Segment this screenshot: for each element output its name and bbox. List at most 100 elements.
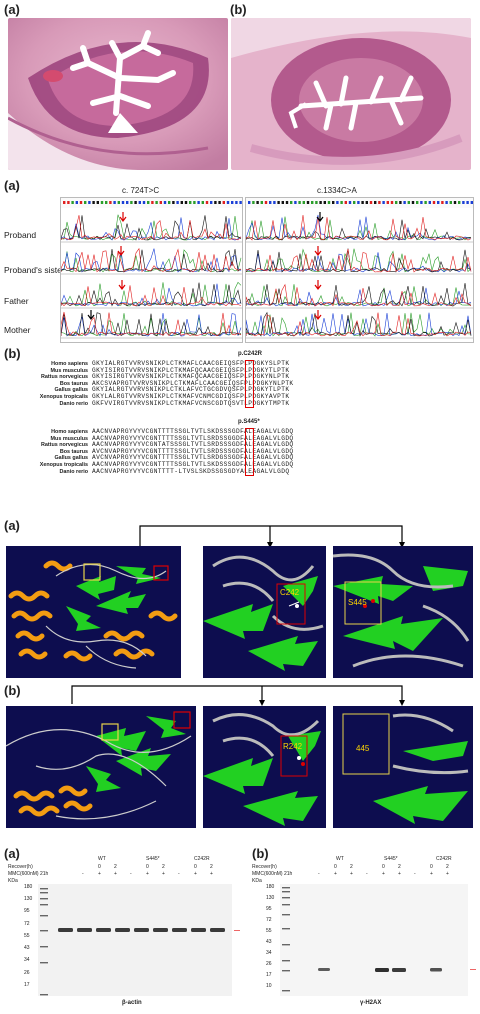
- protein-band: [318, 968, 330, 971]
- lane-recover-value: 2: [210, 864, 213, 870]
- fig1-label-b: (b): [230, 2, 247, 17]
- blot-a-caption: β-actin: [122, 1000, 142, 1006]
- marker-kda-label: 10: [266, 983, 272, 989]
- lane-mmc-value: -: [318, 871, 320, 877]
- blot-b-group-c242r: C242R: [436, 856, 452, 862]
- site-label-c242: C242: [280, 588, 300, 597]
- s445-highlight-box: [245, 428, 254, 476]
- ladder-band: [282, 970, 290, 972]
- row-label-proband: Proband: [4, 230, 37, 240]
- protein-band: [115, 928, 130, 932]
- lane-mmc-value: +: [334, 871, 337, 877]
- ladder-band: [40, 888, 48, 890]
- lane-recover-value: 2: [398, 864, 401, 870]
- protein-band: [172, 928, 187, 932]
- marker-kda-label: 43: [24, 945, 30, 952]
- blot-b-group-wt: WT: [336, 856, 344, 862]
- protein-zoom-r242: R242: [203, 706, 326, 828]
- alignment-sequence: AVCNVAPRGYVYVCGNTTTTSSGLTVTLSRDSSSGDFALE…: [92, 447, 294, 455]
- species-label: Bos taurus: [59, 448, 88, 455]
- alignment-sequence: GKYISIRGTVVRVSNIKPLCTKMAFQCAACGEIQSFPLPD…: [92, 366, 290, 374]
- lane-mmc-value: -: [130, 871, 132, 877]
- row-label-sister: Proband's sister: [4, 265, 65, 275]
- species-label: Danio rerio: [59, 468, 88, 475]
- ladder-band: [282, 944, 290, 946]
- blot-b-group-s445: S445*: [384, 856, 398, 862]
- blot-b-membrane: [280, 884, 468, 996]
- species-label: Mus musculus: [50, 435, 88, 442]
- marker-kda-label: 72: [266, 917, 272, 923]
- blot-a-recover-label: Recover(h): [8, 864, 33, 870]
- blot-a-group-c242r: C242R: [194, 856, 210, 862]
- protein-band: [392, 968, 406, 972]
- fig4-label-b: (b): [252, 846, 269, 861]
- lane-recover-value: 2: [114, 864, 117, 870]
- lane-mmc-value: +: [350, 871, 353, 877]
- ladder-band: [40, 962, 48, 964]
- lane-mmc-value: -: [178, 871, 180, 877]
- lane-mmc-value: +: [162, 871, 165, 877]
- marker-kda-label: 130: [24, 896, 33, 903]
- lane-mmc-value: +: [114, 871, 117, 877]
- blot-a-mmc-label: MMC(600nM) 21h: [8, 871, 49, 877]
- protein-band: [77, 928, 92, 932]
- site-label-r242: R242: [283, 742, 303, 751]
- blot-a-group-s445: S445*: [146, 856, 160, 862]
- protein-band: [153, 928, 168, 932]
- blot-b-kda-label: KDa: [252, 878, 262, 884]
- ladder-band: [282, 887, 290, 889]
- alignment-sequence: GKYIALRGTVVRVSNIKPLCTKMAFLCAACGEIQSFPLPD…: [92, 360, 290, 367]
- blot-a-band-marker: [234, 930, 240, 931]
- species-label: Bos taurus: [59, 380, 88, 387]
- ladder-band: [40, 994, 48, 996]
- alignment-sequence: AACNVAPRGYVYVCGNTTTTSSGLTVTLSKDSSSGDFALE…: [92, 461, 294, 468]
- blot-b-band-marker: [470, 969, 476, 970]
- marker-kda-label: 17: [24, 981, 30, 988]
- site-label-s445: S445: [348, 598, 367, 607]
- alignment-sequence: GKYISIRGTVVRVSNIKPLCTKMAFQCAACGEIQSFPLPD…: [92, 373, 290, 381]
- marker-kda-label: 55: [266, 928, 272, 934]
- alignment-sequence: AVCNVAPRGYVYVCGNTTTTSSGLTVTLSRDGSSGDFALE…: [92, 454, 294, 462]
- lane-recover-value: 0: [334, 864, 337, 870]
- protein-zoom-c242: C242: [203, 546, 326, 678]
- marker-kda-label: 180: [24, 884, 33, 890]
- marker-kda-label: 43: [266, 939, 272, 945]
- ladder-band: [40, 930, 48, 932]
- marker-kda-label: 17: [266, 972, 272, 978]
- ladder-band: [40, 915, 48, 917]
- fig3-label-b: (b): [4, 683, 21, 698]
- c242-highlight-box: [245, 360, 254, 408]
- site-label-445: 445: [356, 744, 370, 753]
- marker-kda-label: 130: [266, 895, 275, 901]
- ladder-band: [282, 990, 290, 992]
- histology-image-a: [8, 18, 228, 170]
- lane-recover-value: 0: [146, 864, 149, 870]
- species-label: Homo sapiens: [51, 429, 88, 435]
- row-label-mother: Mother: [4, 325, 31, 335]
- marker-kda-label: 34: [266, 950, 272, 956]
- species-label: Gallus gallus: [54, 455, 88, 462]
- alignment-sequence: AACNVAPRGYVYVCGNTTTTSSGLTVTLSRDSSGGDFALE…: [92, 434, 294, 442]
- fig3-connector-a: [139, 525, 405, 548]
- marker-kda-label: 34: [24, 957, 30, 964]
- chromatogram-title-left: c. 724T>C: [122, 186, 160, 195]
- marker-kda-label: 95: [266, 906, 272, 912]
- ladder-band: [282, 891, 290, 893]
- lane-mmc-value: +: [194, 871, 197, 877]
- ladder-band: [40, 946, 48, 948]
- lane-mmc-value: +: [98, 871, 101, 877]
- lane-recover-value: 0: [430, 864, 433, 870]
- fig2-label-a: (a): [4, 178, 20, 193]
- fig3-connector-b: [71, 685, 405, 706]
- protein-band: [191, 928, 206, 932]
- blot-a-membrane: [38, 884, 232, 996]
- lane-mmc-value: +: [146, 871, 149, 877]
- marker-kda-label: 95: [24, 908, 30, 915]
- chromatogram-left: [60, 197, 243, 343]
- lane-recover-value: 2: [446, 864, 449, 870]
- marker-kda-label: 26: [266, 961, 272, 967]
- species-label: Gallus gallus: [54, 387, 88, 394]
- ladder-band: [282, 928, 290, 930]
- protein-band: [96, 928, 111, 932]
- lane-mmc-value: +: [210, 871, 213, 877]
